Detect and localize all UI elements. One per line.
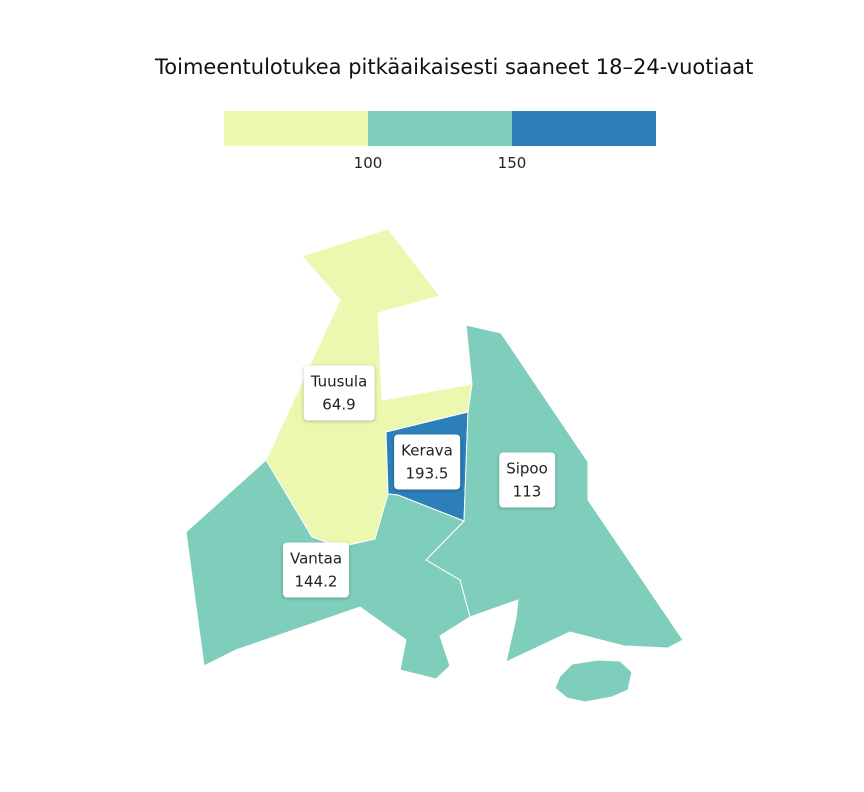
region-value-kerava: 193.5 — [405, 464, 449, 483]
region-label-vantaa: Vantaa 144.2 — [282, 542, 350, 598]
region-name-kerava: Kerava — [401, 441, 453, 460]
legend-tick-100: 100 — [353, 154, 383, 172]
region-label-tuusula: Tuusula 64.9 — [303, 365, 375, 421]
region-value-vantaa: 144.2 — [294, 572, 338, 591]
region-value-sipoo: 113 — [512, 482, 542, 501]
legend-swatch-mid — [368, 111, 512, 146]
legend-swatch-high — [512, 111, 656, 146]
region-name-vantaa: Vantaa — [289, 549, 343, 568]
color-legend — [224, 111, 656, 146]
region-label-kerava: Kerava 193.5 — [394, 434, 460, 490]
map-title: Toimeentulotukea pitkäaikaisesti saaneet… — [155, 55, 754, 79]
region-name-tuusula: Tuusula — [310, 372, 368, 391]
region-sipoo-island[interactable] — [554, 659, 633, 703]
region-value-tuusula: 64.9 — [322, 395, 356, 414]
legend-swatch-low — [224, 111, 368, 146]
legend-tick-150: 150 — [497, 154, 527, 172]
region-name-sipoo: Sipoo — [506, 459, 548, 478]
region-label-sipoo: Sipoo 113 — [499, 452, 555, 508]
